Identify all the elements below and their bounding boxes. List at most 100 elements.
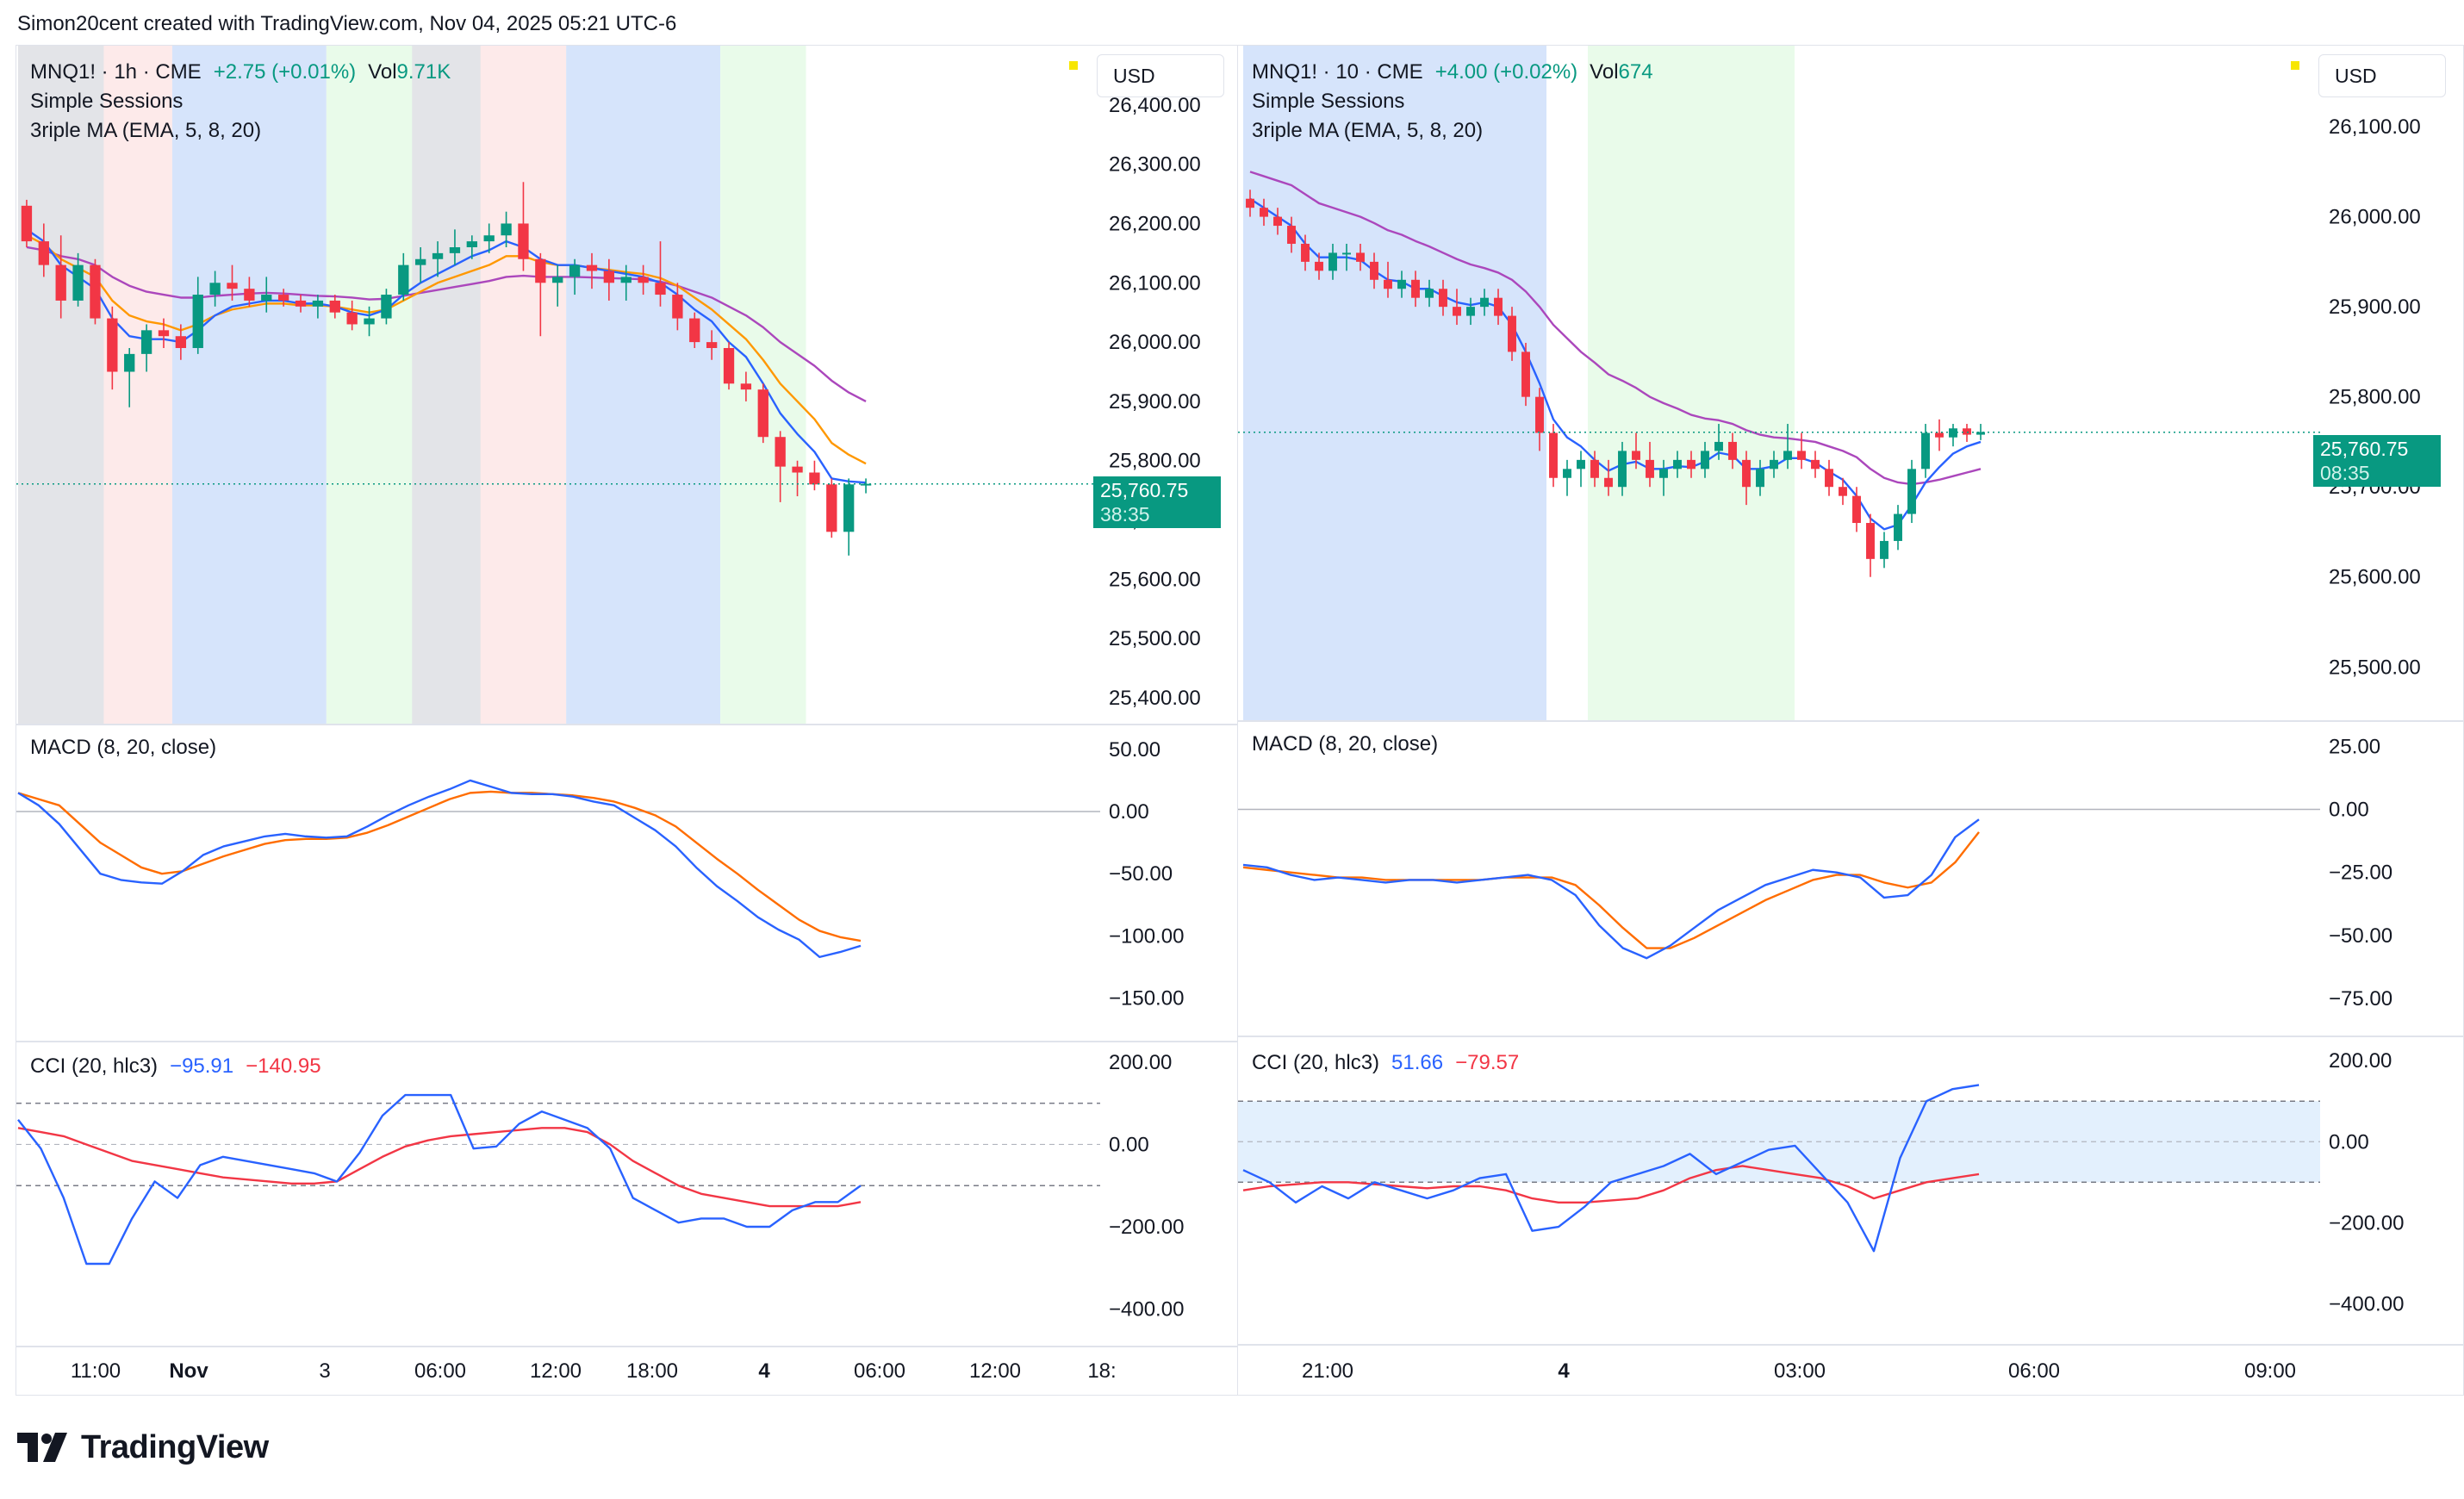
candle-body	[1521, 351, 1530, 397]
candle-body	[792, 466, 803, 473]
indicator-ema[interactable]: 3riple MA (EMA, 5, 8, 20)	[30, 119, 262, 142]
candle-body	[1425, 289, 1434, 298]
candle-body	[329, 300, 340, 313]
candle-body	[192, 295, 203, 348]
candle-body	[1494, 297, 1503, 316]
candle-body	[1466, 307, 1475, 316]
candle-body	[1963, 428, 1971, 435]
candle-body	[1632, 451, 1640, 460]
bar-countdown: 38:35	[1100, 503, 1150, 526]
candle-body	[843, 484, 855, 532]
candle-body	[1659, 469, 1668, 478]
price-tick-label: 25,800.00	[1109, 450, 1201, 473]
candle-body	[1687, 459, 1696, 470]
price-tick-label: 26,100.00	[2329, 115, 2421, 139]
macd-tick-label: −50.00	[1109, 862, 1173, 886]
change-label: +2.75 (+0.01%)	[213, 60, 357, 84]
candle-body	[398, 264, 409, 295]
candle-body	[1397, 279, 1406, 289]
currency-button[interactable]: USD	[2318, 54, 2446, 97]
candle-body	[740, 383, 752, 390]
candle-body	[1273, 216, 1282, 227]
cci-tick-label: 200.00	[2329, 1049, 2392, 1073]
price-tick-label: 25,900.00	[1109, 390, 1201, 414]
candle-body	[227, 283, 238, 289]
time-tick-label: 03:00	[1774, 1359, 1826, 1383]
candle-body	[1921, 432, 1930, 470]
cci-tick-label: 0.00	[2329, 1130, 2369, 1154]
candle-body	[432, 252, 444, 259]
candle-body	[826, 484, 837, 532]
candle-body	[501, 223, 512, 236]
candle-body	[809, 472, 820, 485]
macd-signal-line	[1242, 831, 1980, 949]
candle-body	[1260, 208, 1268, 217]
time-tick-label: 3	[319, 1359, 330, 1383]
candle-body	[672, 295, 683, 319]
candle-body	[689, 318, 700, 343]
candle-body	[72, 264, 84, 301]
candle-body	[1301, 243, 1310, 262]
chart-panel-right[interactable]: 26,100.00 26,000.00 25,900.00 25,800.00 25,7…	[1237, 45, 2464, 1396]
candle-body	[1825, 469, 1833, 488]
ema5-line	[26, 228, 867, 484]
symbol-label[interactable]: MNQ1! · 1h · CME	[30, 60, 202, 84]
cci-legend[interactable]: CCI (20, hlc3) 51.66 −79.57	[1252, 1048, 1519, 1078]
candle-body	[1673, 459, 1682, 470]
candle-body	[209, 283, 221, 295]
indicator-ema[interactable]: 3riple MA (EMA, 5, 8, 20)	[1252, 119, 1484, 142]
macd-legend[interactable]: MACD (8, 20, close)	[1252, 732, 1439, 756]
candle-body	[586, 264, 598, 271]
legend-right: MNQ1! · 10 · CME +4.00 (+0.02%) Vol674 Sim…	[1252, 58, 1653, 146]
chart-canvas-right[interactable]: 26,100.00 26,000.00 25,900.00 25,800.00 25,7…	[1238, 46, 2464, 1396]
candle-body	[1287, 226, 1296, 244]
price-tick-label: 25,500.00	[2329, 656, 2421, 679]
ema20-line	[26, 246, 867, 402]
candle-body	[415, 258, 426, 265]
logo-text: TradingView	[81, 1428, 269, 1465]
symbol-label[interactable]: MNQ1! · 10 · CME	[1252, 60, 1423, 84]
candle-body	[1852, 495, 1861, 524]
candle-body	[466, 241, 477, 247]
candle-body	[757, 389, 768, 438]
vol-value: 674	[1618, 60, 1653, 84]
time-tick-label: 09:00	[2244, 1359, 2296, 1383]
candle-body	[1577, 459, 1585, 470]
cci-label: CCI (20, hlc3)	[1252, 1051, 1380, 1074]
macd-tick-label: 25.00	[2329, 735, 2380, 758]
candle-body	[364, 318, 375, 325]
cci-legend[interactable]: CCI (20, hlc3) −95.91 −140.95	[30, 1052, 321, 1081]
candle-body	[1480, 297, 1489, 308]
candle-body	[1439, 289, 1447, 308]
cci-label: CCI (20, hlc3)	[30, 1054, 159, 1078]
time-tick-label: 4	[1558, 1359, 1570, 1383]
currency-button[interactable]: USD	[1097, 54, 1224, 97]
time-tick-label: 06:00	[854, 1359, 905, 1383]
candle-body	[655, 283, 666, 295]
candle-body	[261, 295, 272, 301]
cci-tick-label: −200.00	[2329, 1211, 2404, 1235]
candle-body	[1976, 432, 1985, 435]
vol-label: Vol	[1590, 60, 1619, 84]
bar-countdown: 08:35	[2320, 462, 2370, 484]
candle-body	[1535, 396, 1544, 433]
candle-body	[723, 347, 735, 384]
indicator-sessions[interactable]: Simple Sessions	[1252, 90, 1405, 113]
candle-body	[1756, 469, 1764, 488]
cci-tick-label: −400.00	[1109, 1298, 1184, 1322]
indicator-sessions[interactable]: Simple Sessions	[30, 90, 184, 113]
chart-panel-left[interactable]: 26,400.00 26,300.00 26,200.00 26,100.00 26,0…	[16, 45, 1243, 1396]
macd-legend[interactable]: MACD (8, 20, close)	[30, 736, 217, 759]
vol-value: 9.71K	[396, 60, 451, 84]
legend-left: MNQ1! · 1h · CME +2.75 (+0.01%) Vol9.71K S…	[30, 58, 451, 146]
cci-tick-label: 200.00	[1109, 1051, 1172, 1074]
tradingview-logo[interactable]: TradingView	[17, 1426, 269, 1469]
price-tick-label: 26,300.00	[1109, 153, 1201, 177]
candle-body	[1770, 459, 1778, 470]
chart-canvas-left[interactable]: 26,400.00 26,300.00 26,200.00 26,100.00 26,0…	[16, 46, 1243, 1396]
macd-tick-label: −25.00	[2329, 861, 2392, 885]
candle-body	[1949, 428, 1957, 438]
candle-body	[1563, 469, 1571, 478]
cci-ma-value: −140.95	[246, 1054, 321, 1078]
time-tick-label: 11:00	[71, 1359, 121, 1383]
